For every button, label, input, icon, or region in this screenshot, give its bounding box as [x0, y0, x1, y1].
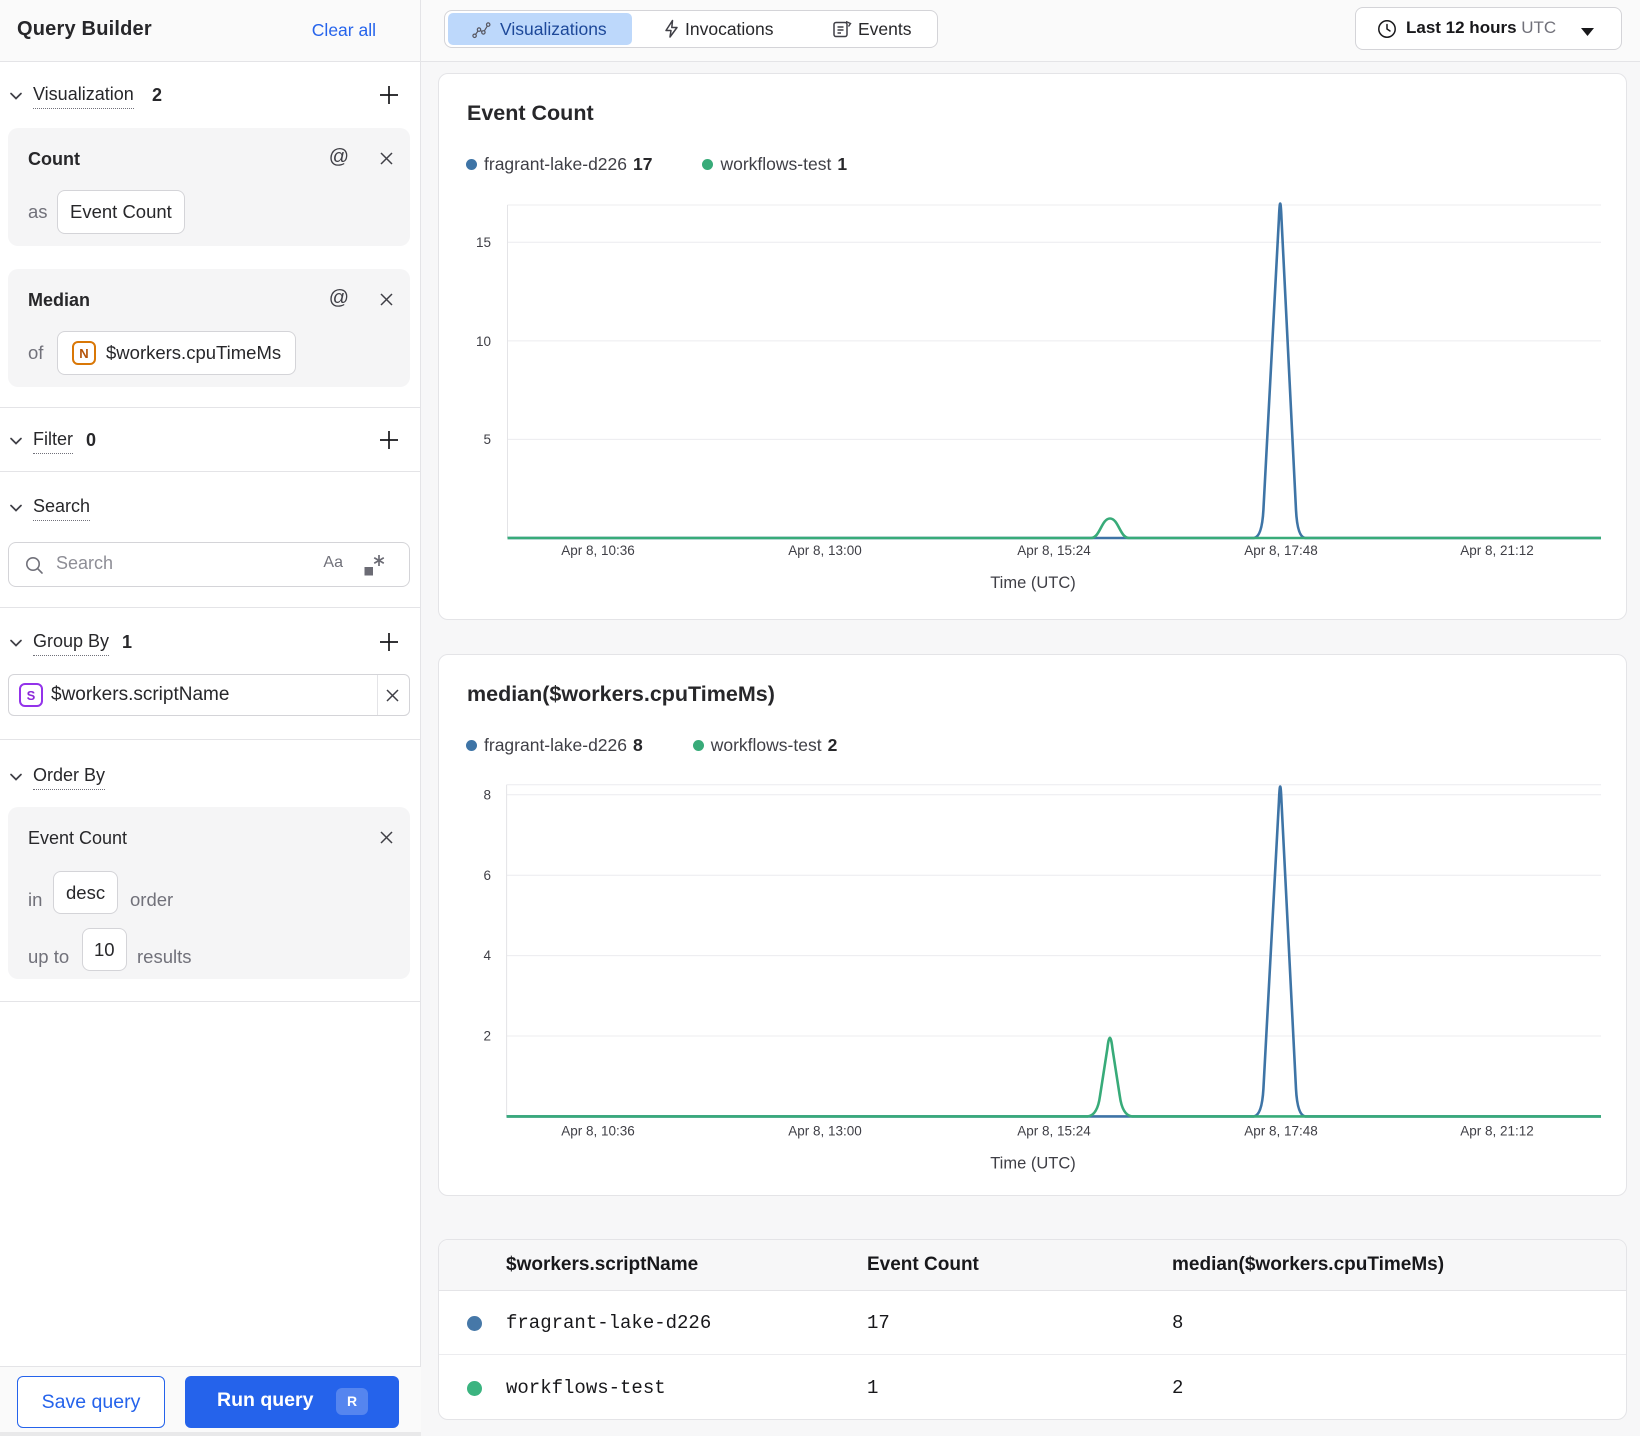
- svg-text:Apr 8, 10:36: Apr 8, 10:36: [561, 1124, 635, 1139]
- svg-text:6: 6: [483, 868, 491, 883]
- svg-text:2: 2: [483, 1029, 491, 1044]
- svg-text:10: 10: [476, 334, 491, 349]
- svg-text:Apr 8, 13:00: Apr 8, 13:00: [788, 1124, 862, 1139]
- svg-text:Apr 8, 15:24: Apr 8, 15:24: [1017, 543, 1091, 558]
- svg-text:Apr 8, 15:24: Apr 8, 15:24: [1017, 1124, 1091, 1139]
- svg-text:Apr 8, 13:00: Apr 8, 13:00: [788, 543, 862, 558]
- svg-text:5: 5: [483, 432, 491, 447]
- svg-text:Apr 8, 17:48: Apr 8, 17:48: [1244, 543, 1318, 558]
- svg-text:Apr 8, 21:12: Apr 8, 21:12: [1460, 543, 1534, 558]
- svg-text:Time (UTC): Time (UTC): [990, 574, 1076, 592]
- svg-text:15: 15: [476, 235, 491, 250]
- svg-text:8: 8: [483, 788, 491, 803]
- svg-text:Time (UTC): Time (UTC): [990, 1155, 1076, 1173]
- svg-text:Apr 8, 10:36: Apr 8, 10:36: [561, 543, 635, 558]
- svg-text:Apr 8, 17:48: Apr 8, 17:48: [1244, 1124, 1318, 1139]
- svg-text:4: 4: [483, 948, 491, 963]
- svg-text:Apr 8, 21:12: Apr 8, 21:12: [1460, 1124, 1534, 1139]
